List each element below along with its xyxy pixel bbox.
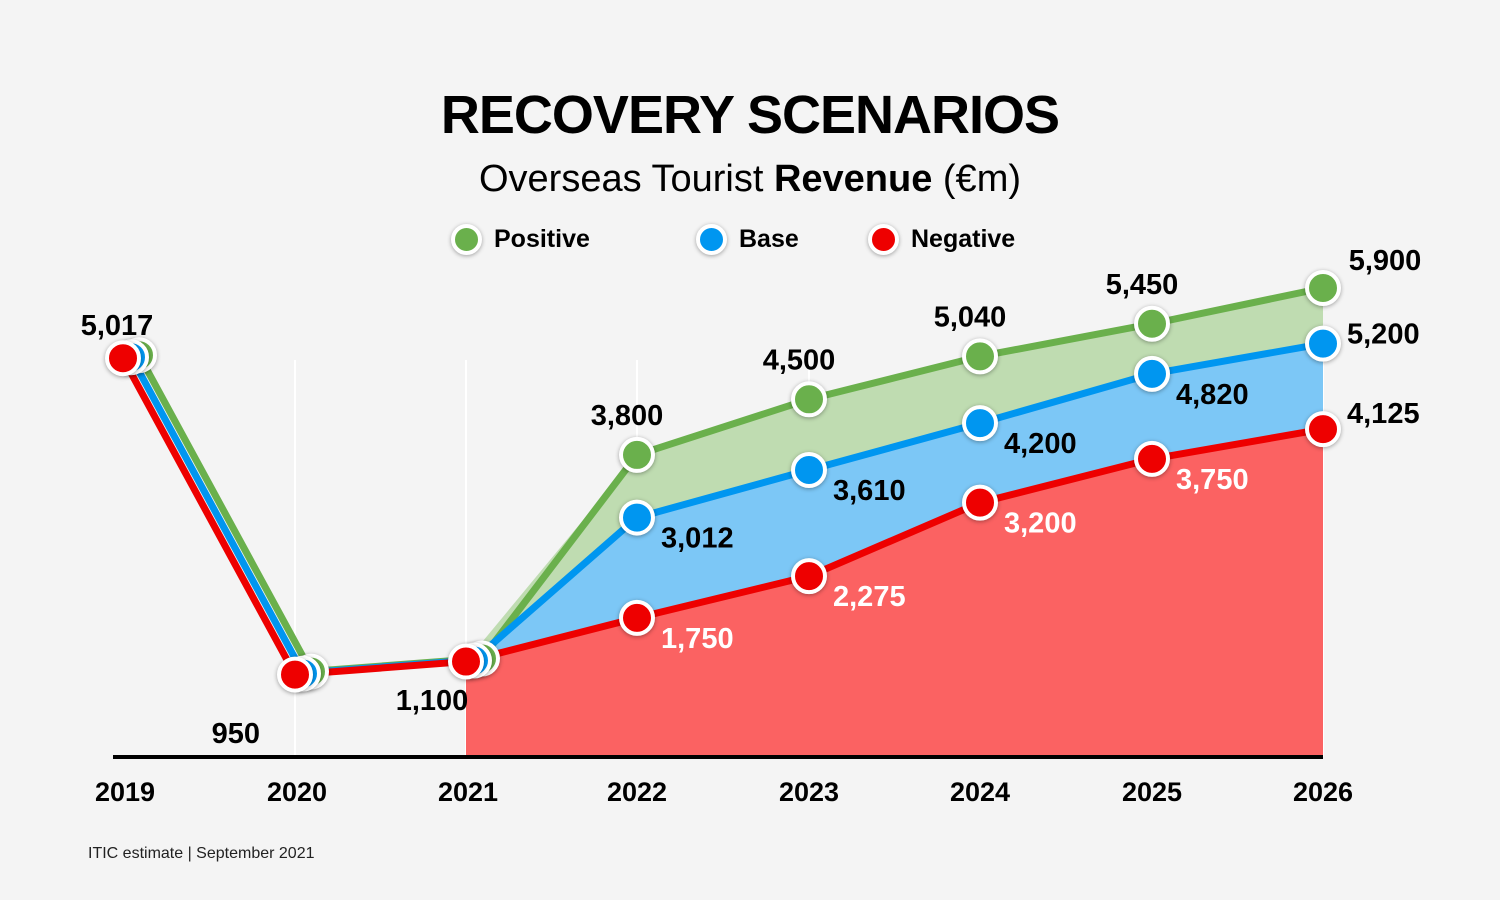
base-point <box>619 499 655 536</box>
x-tick-2026: 2026 <box>1293 777 1353 807</box>
legend-positive-label: Positive <box>494 225 590 253</box>
x-tick-2019: 2019 <box>95 777 155 807</box>
legend-positive-marker <box>451 224 482 255</box>
negative-label-2025: 3,750 <box>1176 464 1249 496</box>
legend-positive: Positive <box>451 224 590 255</box>
negative-area <box>466 429 1323 757</box>
negative-label-2023: 2,275 <box>833 581 906 613</box>
subtitle-unit: (€m) <box>942 158 1022 200</box>
negative-label-2022: 1,750 <box>661 623 734 655</box>
positive-label-2023: 4,500 <box>763 344 836 376</box>
x-tick-2023: 2023 <box>779 777 839 807</box>
positive-point <box>619 436 655 473</box>
chart-subtitle: Overseas Tourist Revenue (€m) <box>0 158 1500 201</box>
positive-point <box>962 338 998 375</box>
positive-label-2024: 5,040 <box>934 301 1007 333</box>
x-tick-2024: 2024 <box>950 777 1010 807</box>
x-tick-2025: 2025 <box>1122 777 1182 807</box>
positive-label-2025: 5,450 <box>1106 269 1179 301</box>
legend-base-marker <box>696 224 727 255</box>
legend: Positive Base Negative <box>0 224 1500 264</box>
x-tick-2021: 2021 <box>438 777 498 807</box>
base-area <box>466 343 1323 662</box>
negative-point <box>791 558 827 595</box>
base-point <box>962 405 998 442</box>
data-label-2021: 1,100 <box>396 685 469 717</box>
base-label-2026: 5,200 <box>1347 319 1420 351</box>
x-tick-2020: 2020 <box>267 777 327 807</box>
base-point <box>791 452 827 489</box>
base-point <box>1134 355 1170 392</box>
data-label-2019: 5,017 <box>81 310 154 342</box>
negative-label-2024: 3,200 <box>1004 508 1077 540</box>
legend-negative-label: Negative <box>911 225 1016 253</box>
base-label-2022: 3,012 <box>661 523 734 555</box>
positive-point <box>791 381 827 418</box>
chart-title: RECOVERY SCENARIOS <box>440 85 1060 145</box>
source-note: ITIC estimate | September 2021 <box>88 845 315 862</box>
base-label-2024: 4,200 <box>1004 428 1077 460</box>
subtitle-plain: Overseas Tourist <box>478 158 764 200</box>
negative-point <box>448 643 484 680</box>
negative-point <box>619 599 655 636</box>
data-label-2020: 950 <box>212 718 260 750</box>
positive-point <box>1305 270 1341 306</box>
legend-negative: Negative <box>868 224 1015 255</box>
negative-point <box>105 340 141 377</box>
negative-point <box>1134 440 1170 477</box>
positive-area <box>466 288 1323 662</box>
negative-point <box>962 484 998 521</box>
positive-point <box>1134 305 1170 342</box>
negative-point <box>1305 411 1341 448</box>
base-point <box>1305 325 1341 362</box>
base-label-2025: 4,820 <box>1176 379 1249 411</box>
legend-base-label: Base <box>739 225 799 253</box>
negative-label-2026: 4,125 <box>1347 398 1420 430</box>
base-label-2023: 3,610 <box>833 475 906 507</box>
legend-base: Base <box>696 224 799 255</box>
positive-label-2026: 5,900 <box>1349 245 1422 277</box>
x-tick-2022: 2022 <box>607 777 667 807</box>
positive-label-2022: 3,800 <box>591 400 664 432</box>
negative-point <box>277 656 313 693</box>
legend-negative-marker <box>868 224 899 255</box>
subtitle-bold: Revenue <box>773 158 933 200</box>
